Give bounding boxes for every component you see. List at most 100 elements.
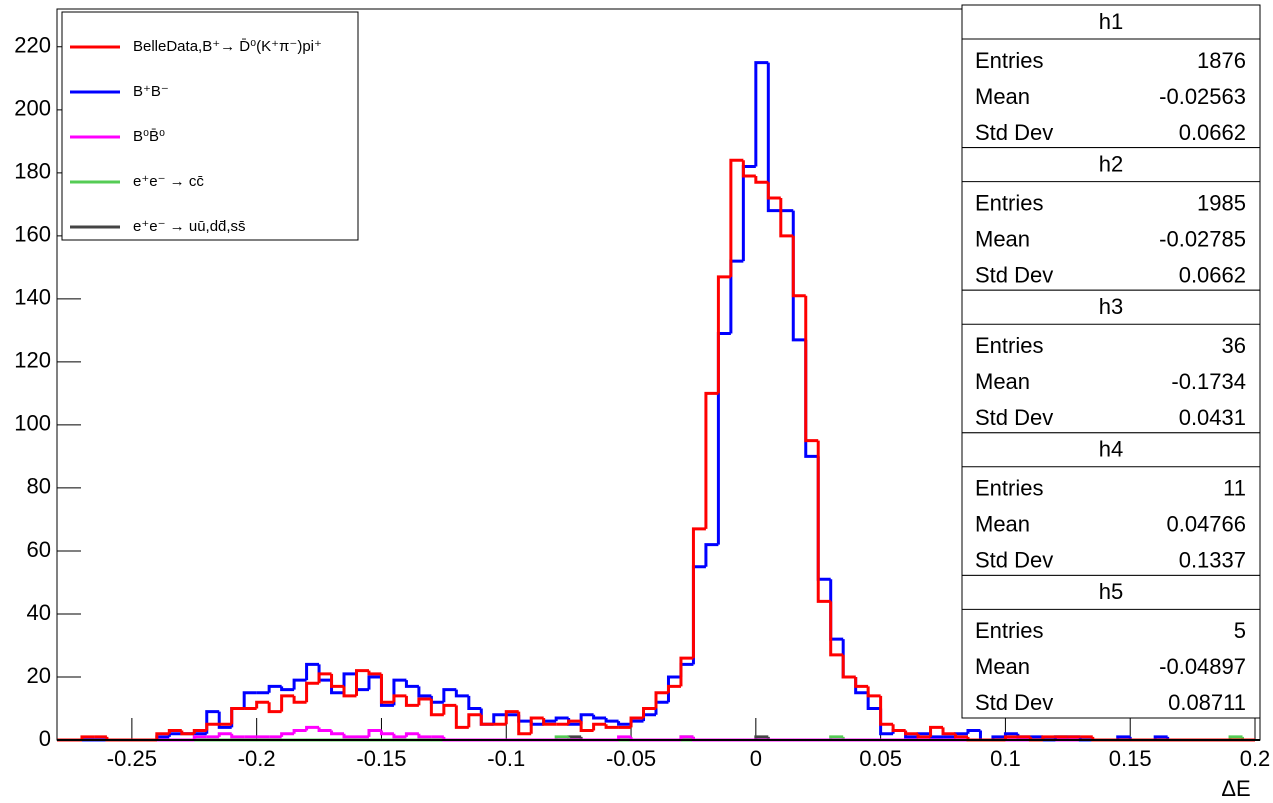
stats-frame (961, 432, 1261, 576)
stats-title: h1 (1099, 9, 1123, 34)
legend-label: B⁺B⁻ (133, 83, 169, 100)
stats-label: Entries (975, 476, 1043, 501)
stats-title: h3 (1099, 294, 1123, 319)
y-tick-label: 100 (14, 411, 51, 436)
stats-value: -0.1734 (1171, 369, 1246, 394)
histogram-bin (554, 716, 569, 722)
stats-label: Std Dev (975, 262, 1053, 287)
histogram-bin (267, 702, 282, 714)
stats-value: 0.1337 (1179, 548, 1246, 573)
histogram-bin (280, 686, 295, 692)
stats-value: 1985 (1197, 190, 1246, 215)
stats-label: Std Dev (975, 405, 1053, 430)
histogram-bin (217, 711, 232, 729)
stats-value: 0.08711 (1168, 690, 1246, 715)
x-tick-label: 0.15 (1109, 746, 1152, 771)
stats-label: Mean (975, 226, 1030, 251)
histogram-bin (841, 639, 856, 679)
x-tick-label: -0.1 (487, 746, 525, 771)
histogram-bin (691, 527, 706, 659)
histogram-bin (592, 722, 607, 731)
histogram-bin (941, 727, 956, 736)
stats-title: h5 (1099, 579, 1123, 604)
y-tick-label: 140 (14, 285, 51, 310)
histogram-bin (330, 673, 345, 688)
stats-box: h3 Entries 36 Mean -0.1734 Std Dev 0.0431 (961, 289, 1261, 434)
histogram-bin (317, 727, 332, 733)
histogram-bin (929, 733, 944, 739)
histogram-bin (604, 717, 619, 723)
histogram-bin (167, 732, 182, 737)
histogram-bin (155, 732, 170, 740)
histogram-bin (205, 722, 220, 731)
stats-value: 0.04766 (1166, 512, 1246, 537)
histogram-bin (791, 210, 806, 342)
y-tick-label: 160 (14, 222, 51, 247)
y-tick-label: 180 (14, 159, 51, 184)
histogram-bin (779, 198, 794, 238)
histogram-bin (966, 729, 981, 734)
stats-value: -0.02785 (1159, 226, 1246, 251)
histogram-bin (180, 730, 195, 736)
stats-value: 0.0662 (1179, 262, 1246, 287)
x-tick-label: -0.2 (238, 746, 276, 771)
stats-frame (961, 289, 1261, 434)
legend-label: e⁺e⁻ → uū,dd̄,ss̄ (133, 218, 246, 235)
histogram-bin (791, 235, 806, 298)
histogram-bin (454, 705, 469, 729)
x-axis-label: ΔE (1221, 776, 1250, 801)
histogram-bin (517, 714, 532, 723)
x-tick-label: 0.05 (859, 746, 902, 771)
histogram-bin (841, 654, 856, 679)
histogram-bin (292, 678, 307, 690)
histogram-bin (617, 735, 632, 740)
histogram-bin (442, 688, 457, 703)
stats-label: Entries (975, 48, 1043, 73)
histogram-bin (429, 695, 444, 704)
histogram-bin (866, 692, 881, 710)
histogram-bin (679, 735, 694, 740)
histogram-bin (167, 729, 182, 734)
y-tick-label: 120 (14, 348, 51, 373)
histogram-bin (342, 686, 357, 698)
histogram-bin (230, 733, 245, 739)
histogram-bin (292, 695, 307, 704)
histogram-bin (504, 710, 519, 725)
histogram-bin (904, 730, 919, 736)
stats-label: Std Dev (975, 690, 1053, 715)
histogram-bin (679, 662, 694, 677)
stats-value: 36 (1222, 333, 1246, 358)
y-tick-label: 80 (27, 474, 51, 499)
x-tick-label: -0.25 (107, 746, 157, 771)
histogram-bin (629, 716, 644, 728)
histogram-bin (355, 669, 369, 696)
y-tick-label: 40 (27, 600, 51, 625)
histogram-bin (642, 706, 656, 718)
histogram-bin (854, 676, 869, 695)
histogram-bin (666, 684, 681, 693)
histogram-bin (442, 703, 457, 715)
x-tick-label: 0 (750, 746, 762, 771)
histogram-bin (754, 61, 769, 167)
histogram-bin (355, 673, 369, 692)
histogram-bin (255, 700, 270, 709)
histogram-bin (741, 160, 756, 178)
legend-label: e⁺e⁻ → cc̄ (133, 173, 204, 190)
stats-value: 5 (1234, 618, 1246, 643)
histogram-bin (567, 719, 582, 725)
histogram-bin (804, 339, 819, 458)
histogram-bin (617, 721, 632, 726)
histogram-bin (517, 711, 532, 736)
histogram-bin (829, 601, 844, 657)
x-tick-label: 0.2 (1240, 746, 1271, 771)
histogram-bin (1041, 735, 1056, 740)
stats-title: h2 (1099, 151, 1123, 176)
histogram-bin (417, 733, 432, 739)
x-tick-label: -0.05 (606, 746, 656, 771)
y-tick-label: 220 (14, 33, 51, 58)
histogram-bin (467, 695, 482, 710)
histogram-bin (879, 695, 894, 726)
stats-box: h2 Entries 1985 Mean -0.02785 Std Dev 0.0662 (961, 147, 1261, 291)
histogram-bin (854, 676, 869, 688)
histogram-bin (342, 733, 357, 739)
